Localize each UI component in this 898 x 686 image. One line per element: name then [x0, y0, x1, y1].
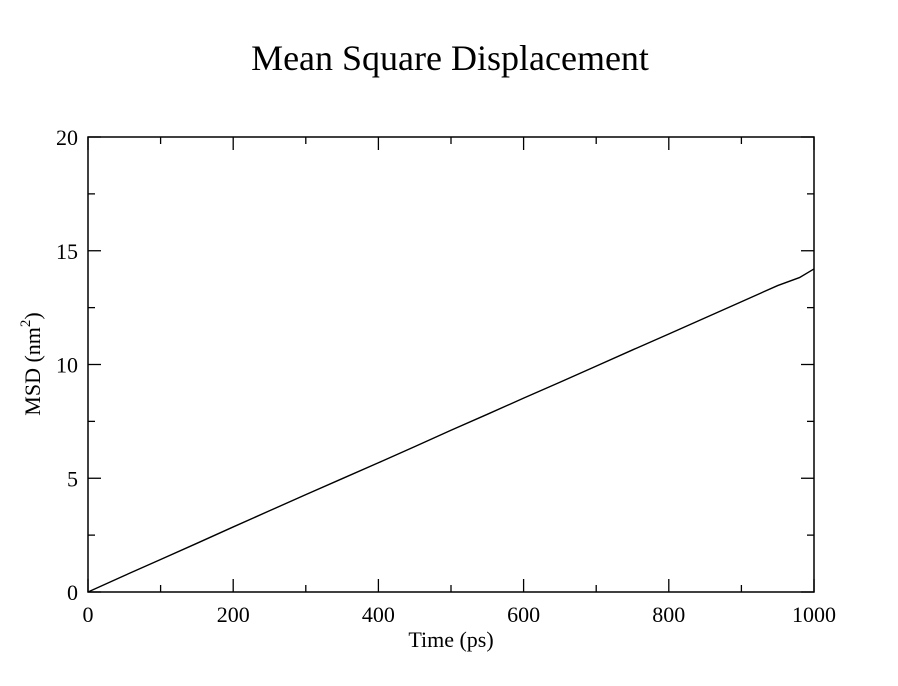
y-tick-label: 20 — [56, 125, 78, 150]
y-axis-label-sup: 2 — [18, 320, 34, 328]
y-tick-label: 15 — [56, 239, 78, 264]
axis-ticks — [87, 136, 815, 593]
plot-frame — [87, 136, 815, 593]
x-tick-label: 200 — [217, 602, 250, 627]
y-axis-label: MSD (nm2) — [18, 312, 45, 415]
x-axis-label: Time (ps) — [408, 627, 493, 652]
x-tick-label: 1000 — [792, 602, 836, 627]
y-axis-label-end: ) — [20, 312, 45, 319]
x-tick-label: 800 — [652, 602, 685, 627]
y-tick-label: 5 — [67, 466, 78, 491]
y-axis-label-main: MSD (nm — [20, 327, 45, 416]
y-tick-label: 10 — [56, 353, 78, 378]
chart-title: Mean Square Displacement — [251, 38, 649, 78]
x-tick-label: 400 — [362, 602, 395, 627]
y-tick-label: 0 — [67, 580, 78, 605]
msd-line — [87, 268, 815, 593]
x-tick-label: 0 — [83, 602, 94, 627]
tick-labels: 0 200 400 600 800 1000 0 5 10 15 20 — [56, 125, 836, 627]
x-tick-label: 600 — [507, 602, 540, 627]
